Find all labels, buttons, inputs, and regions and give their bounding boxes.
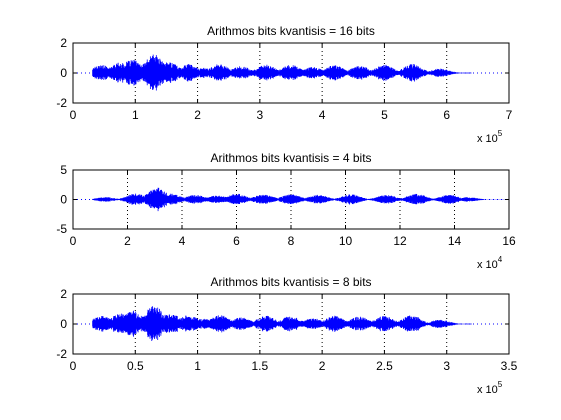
x-tick-label: 14 [448, 234, 462, 248]
y-tick-label: 0 [60, 317, 67, 331]
x-tick-label: 1 [132, 108, 139, 122]
signal-trace [92, 54, 472, 91]
x-tick-label: 0 [70, 234, 77, 248]
multiplier-exponent: 5 [498, 380, 503, 389]
y-tick-label: 2 [60, 36, 67, 50]
subplot-1: Arithmos bits kvantisis = 16 bits 0 1 2 3 4 5 6… [56, 24, 512, 145]
chart-title: Arithmos bits kvantisis = 16 bits [207, 24, 375, 38]
y-tick-label: 0 [60, 66, 67, 80]
multiplier-exponent: 5 [498, 129, 503, 138]
x-tick-label: 2 [124, 234, 131, 248]
signal-trace [92, 187, 510, 212]
x-tick-label: 0 [70, 359, 77, 373]
x-tick-label: 2.5 [376, 359, 393, 373]
x-tick-label: 1 [194, 359, 201, 373]
multiplier-base: x 10 [477, 384, 498, 396]
y-tick-label: -5 [56, 222, 67, 236]
x-tick-label: 8 [288, 234, 295, 248]
x-tick-label: 3 [257, 108, 264, 122]
x-tick-label: 10 [339, 234, 353, 248]
x-axis-multiplier: x 105 [477, 380, 503, 396]
y-tick-label: -2 [56, 96, 67, 110]
y-tick-label: 5 [60, 163, 67, 177]
multiplier-exponent: 4 [498, 255, 503, 264]
chart-title: Arithmos bits kvantisis = 8 bits [210, 275, 371, 289]
x-axis-multiplier: x 104 [477, 255, 503, 271]
x-tick-label: 1.5 [252, 359, 269, 373]
subplot-3: Arithmos bits kvantisis = 8 bits 0 0.5 1 1.5… [56, 275, 517, 396]
y-tick-label: -2 [56, 347, 67, 361]
x-tick-label: 3.5 [501, 359, 518, 373]
x-tick-label: 5 [381, 108, 388, 122]
multiplier-base: x 10 [477, 259, 498, 271]
x-tick-label: 7 [506, 108, 513, 122]
y-tick-label: 2 [60, 287, 67, 301]
chart-title: Arithmos bits kvantisis = 4 bits [210, 151, 371, 165]
x-tick-label: 6 [443, 108, 450, 122]
x-tick-label: 4 [179, 234, 186, 248]
x-tick-label: 12 [393, 234, 407, 248]
x-axis-multiplier: x 105 [477, 129, 503, 145]
x-tick-label: 16 [502, 234, 516, 248]
multiplier-base: x 10 [477, 133, 498, 145]
x-tick-label: 2 [194, 108, 201, 122]
x-tick-label: 0.5 [127, 359, 144, 373]
y-tick-label: 0 [60, 193, 67, 207]
x-tick-label: 3 [443, 359, 450, 373]
x-tick-label: 6 [233, 234, 240, 248]
x-tick-label: 0 [70, 108, 77, 122]
subplot-2: Arithmos bits kvantisis = 4 bits 0 2 4 6 8 10 1… [56, 151, 516, 271]
x-tick-label: 2 [319, 359, 326, 373]
x-tick-label: 4 [319, 108, 326, 122]
signal-trace [92, 306, 472, 341]
